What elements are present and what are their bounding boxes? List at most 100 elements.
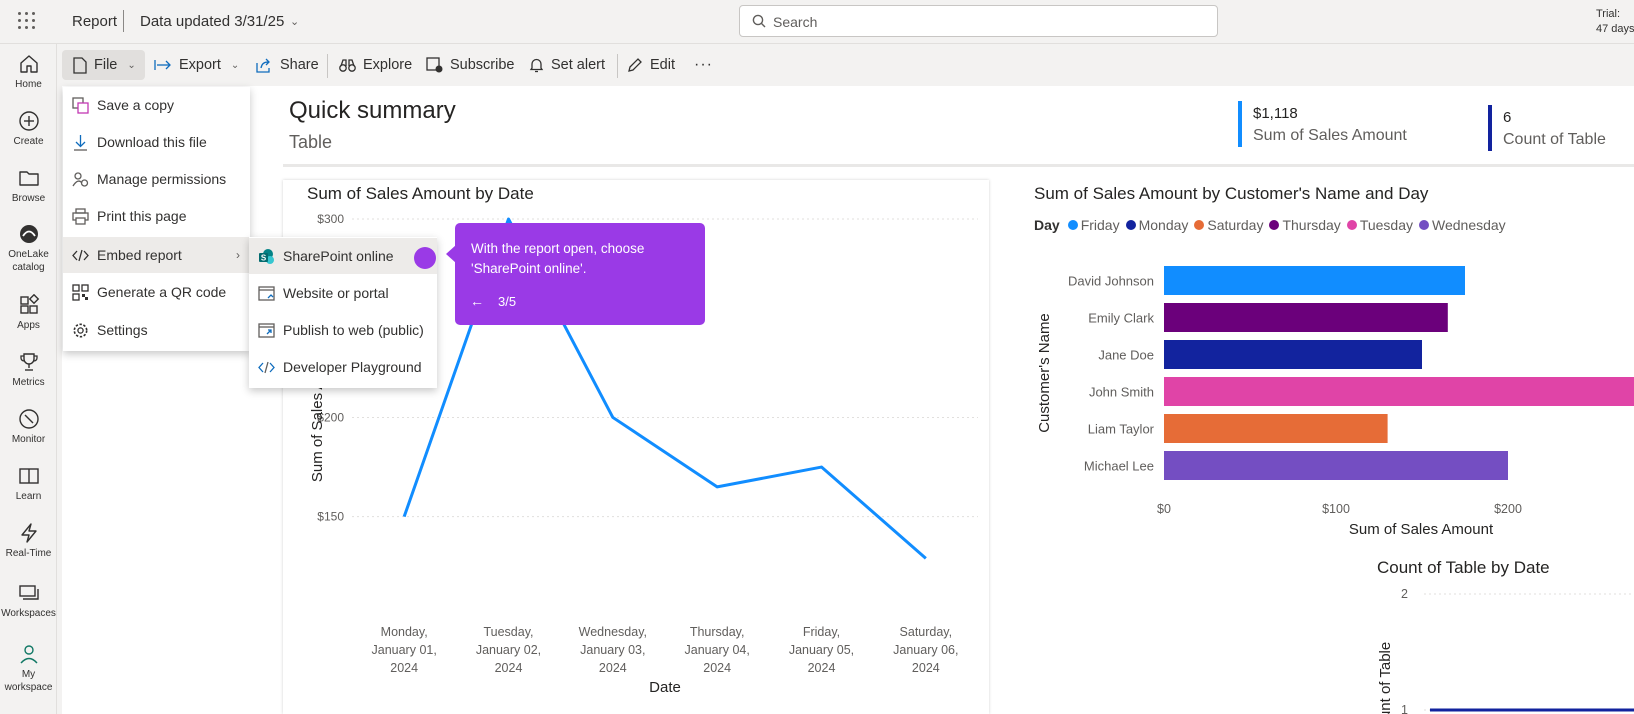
menu-item-label: Save a copy <box>97 97 175 113</box>
more-options-button[interactable]: ··· <box>694 56 713 73</box>
data-updated-label[interactable]: Data updated 3/31/25 <box>140 13 285 30</box>
rail-item-workspaces[interactable]: Workspaces <box>0 582 57 620</box>
rail-label: Metrics <box>12 377 45 388</box>
menu-item-generate-qr-code[interactable]: Generate a QR code <box>63 274 250 310</box>
legend-item[interactable]: Saturday <box>1194 217 1263 233</box>
legend-swatch <box>1125 220 1136 230</box>
file-icon <box>73 56 87 74</box>
app-launcher-icon[interactable] <box>18 12 38 32</box>
x-tick-label: $0 <box>1157 502 1171 516</box>
line-chart-title: Sum of Sales Amount by Date <box>307 184 534 203</box>
legend-item[interactable]: Tuesday <box>1346 217 1413 233</box>
menu-item-print-this-page[interactable]: Print this page <box>63 198 250 234</box>
rail-item-browse[interactable]: Browse <box>0 167 57 205</box>
x-tick-label: January 02, <box>476 643 541 657</box>
lightning-icon <box>20 523 37 543</box>
subscribe-button-label: Subscribe <box>450 57 515 73</box>
rail-item-onelake-catalog[interactable]: OneLake catalog <box>0 223 57 274</box>
x-tick-label: $200 <box>1494 502 1522 516</box>
menu-item-publish-to-web[interactable]: Publish to web (public) <box>249 312 437 348</box>
guide-beacon[interactable] <box>414 247 436 269</box>
folder-icon <box>18 171 39 186</box>
set-alert-button[interactable]: Set alert <box>529 50 605 80</box>
file-button-label: File <box>94 57 118 73</box>
print-icon <box>72 207 89 225</box>
page-title: Quick summary <box>289 97 456 124</box>
kpi-count-label: Count of Table <box>1503 131 1606 148</box>
bar <box>1164 451 1508 480</box>
chevron-down-icon[interactable]: ⌄ <box>290 16 300 28</box>
trial-status[interactable]: Trial: 47 days <box>1596 7 1634 37</box>
bar-chart-legend: Day Friday Monday Saturday Thursday Tuesday W… <box>1034 217 1512 233</box>
menu-item-sharepoint-online[interactable]: S SharePoint online <box>249 238 437 274</box>
rail-item-real-time[interactable]: Real-Time <box>0 522 57 560</box>
legend-label: Monday <box>1138 217 1189 233</box>
x-tick-label: January 03, <box>580 643 645 657</box>
legend-title: Day <box>1034 217 1060 233</box>
rail-item-home[interactable]: Home <box>0 53 57 91</box>
menu-item-embed-report[interactable]: Embed report › <box>63 237 250 273</box>
menu-item-developer-playground[interactable]: Developer Playground <box>249 349 437 385</box>
count-chart-title: Count of Table by Date <box>1377 558 1550 577</box>
subscribe-button[interactable]: Subscribe <box>426 50 514 80</box>
y-axis-title: Count of Table <box>1377 642 1394 714</box>
workspaces-icon <box>18 585 39 600</box>
book-icon <box>18 468 39 484</box>
legend-item[interactable]: Friday <box>1067 217 1120 233</box>
x-tick-label: January 04, <box>685 643 750 657</box>
rail-item-my-workspace[interactable]: My workspace <box>0 643 57 694</box>
gear-icon <box>73 323 88 337</box>
legend-label: Wednesday <box>1432 217 1506 233</box>
menu-item-download-this-file[interactable]: Download this file <box>63 124 250 160</box>
bell-icon <box>529 58 544 73</box>
legend-item[interactable]: Thursday <box>1269 217 1341 233</box>
kpi-accent-bar <box>1488 105 1492 151</box>
y-axis-title: Customer's Name <box>1036 313 1053 433</box>
report-label: Report <box>72 13 118 30</box>
report-toolbar: File ⌄ Export ⌄ Share Explore Subscribe … <box>57 44 1634 86</box>
legend-item[interactable]: Wednesday <box>1419 217 1506 233</box>
back-arrow-icon[interactable]: ← <box>470 293 484 309</box>
menu-item-settings[interactable]: Settings <box>63 312 250 348</box>
file-button[interactable]: File ⌄ <box>62 50 145 80</box>
chevron-right-icon: › <box>236 248 240 262</box>
file-menu: Save a copy Download this file Manage pe… <box>63 87 250 351</box>
x-tick-label: January 06, <box>893 643 958 657</box>
qr-code-icon <box>72 283 89 301</box>
code-icon <box>72 249 89 261</box>
menu-item-website-or-portal[interactable]: Website or portal <box>249 275 437 311</box>
search-placeholder: Search <box>773 14 818 30</box>
rail-item-create[interactable]: Create <box>0 110 57 148</box>
menu-item-label: Publish to web (public) <box>283 322 424 338</box>
section-divider <box>283 164 1634 167</box>
menu-item-manage-permissions[interactable]: Manage permissions <box>63 161 250 197</box>
x-tick-label: 2024 <box>808 661 836 675</box>
rail-item-apps[interactable]: Apps <box>0 294 57 332</box>
rail-item-monitor[interactable]: Monitor <box>0 408 57 446</box>
tooltip-text: With the report open, choose 'SharePoint… <box>471 241 645 276</box>
toolbar-divider <box>327 54 328 78</box>
x-axis-title: Sum of Sales Amount <box>1349 521 1494 538</box>
y-tick-label: Michael Lee <box>1084 459 1154 474</box>
x-tick-label: 2024 <box>390 661 418 675</box>
monitor-icon <box>18 409 39 429</box>
pencil-icon <box>628 58 642 72</box>
x-tick-label: Saturday, <box>900 625 953 639</box>
bar <box>1164 414 1388 443</box>
menu-item-save-a-copy[interactable]: Save a copy <box>63 87 250 123</box>
rail-label: Browse <box>11 193 46 204</box>
y-tick-label: $150 <box>317 510 344 524</box>
share-icon <box>256 58 270 73</box>
export-button[interactable]: Export ⌄ <box>154 50 239 80</box>
search-input[interactable]: Search <box>739 5 1218 37</box>
legend-item[interactable]: Monday <box>1125 217 1189 233</box>
x-tick-label: 2024 <box>703 661 731 675</box>
embed-submenu: S SharePoint online Website or portal Pu… <box>249 237 437 388</box>
rail-item-metrics[interactable]: Metrics <box>0 351 57 389</box>
edit-button[interactable]: Edit <box>627 50 675 80</box>
y-tick-label: 1 <box>1401 703 1408 714</box>
rail-item-learn[interactable]: Learn <box>0 465 57 503</box>
explore-button[interactable]: Explore <box>339 50 412 80</box>
share-button[interactable]: Share <box>256 50 319 80</box>
rail-label: Learn <box>15 491 42 502</box>
